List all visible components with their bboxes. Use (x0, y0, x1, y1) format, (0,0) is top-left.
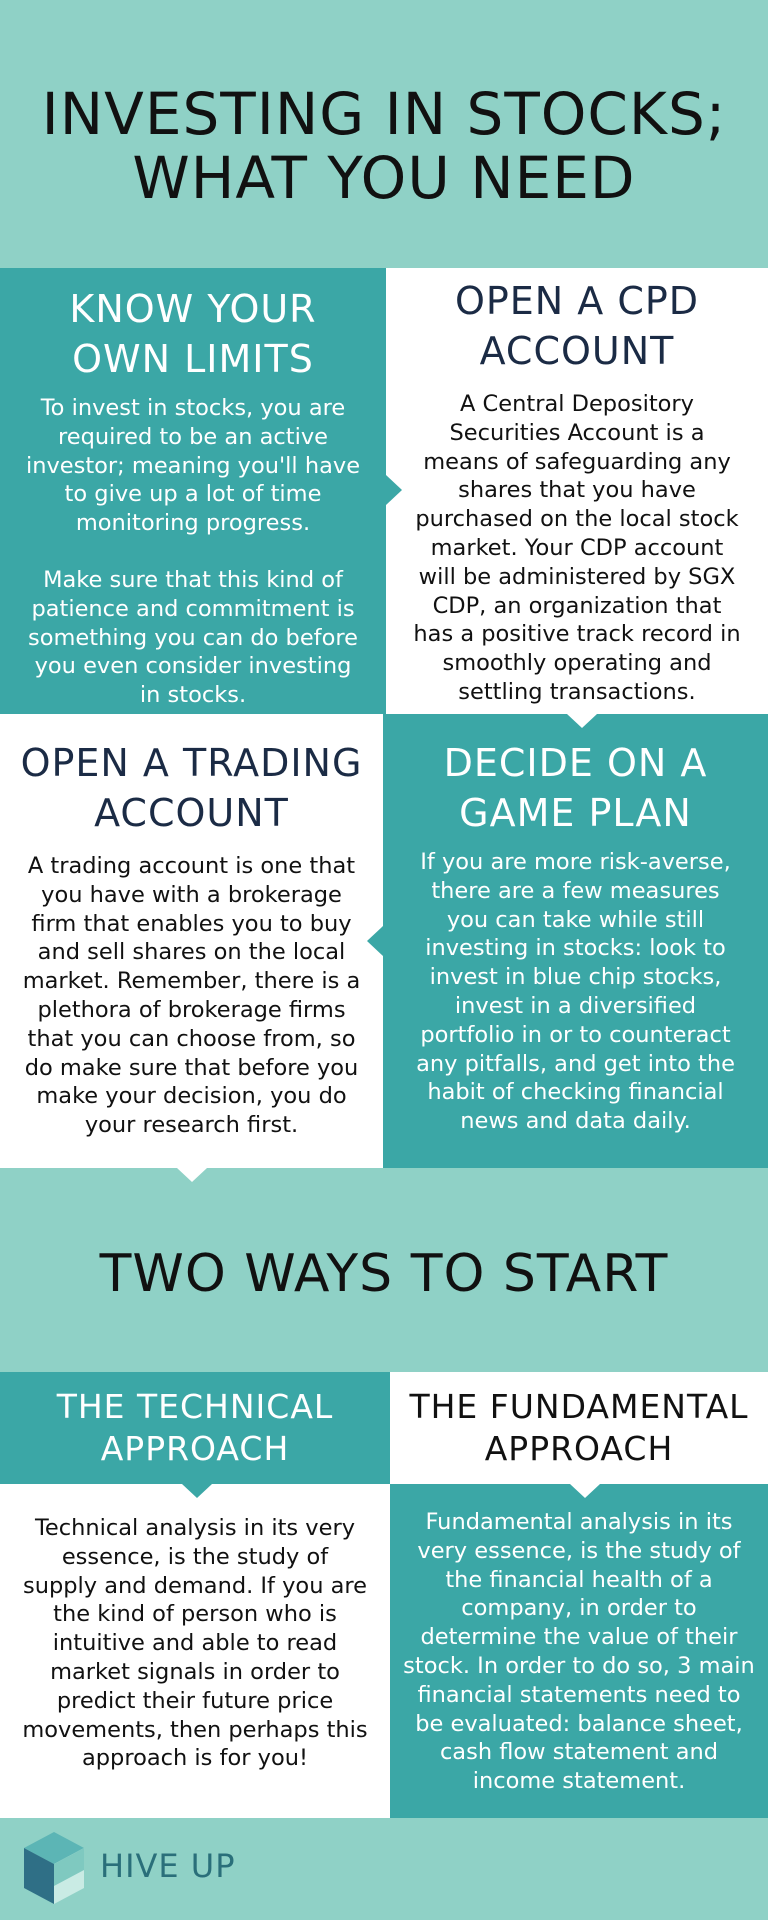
section-heading: DECIDE ON A GAME PLAN (443, 741, 708, 835)
section-text: If you are more risk-averse, there are a… (416, 849, 735, 1135)
page-title: INVESTING IN STOCKS; WHAT YOU NEED (41, 80, 727, 212)
section-text: A trading account is one that you have w… (22, 853, 361, 1139)
brand-name: HIVE UP (100, 1847, 236, 1885)
fundamental-header: THE FUNDAMENTAL APPROACH (390, 1372, 768, 1484)
section-heading: THE TECHNICAL APPROACH (56, 1387, 334, 1468)
section-text: Fundamental analysis in its very essence… (403, 1509, 755, 1795)
section-heading: OPEN A TRADING ACCOUNT (20, 741, 363, 835)
section-text: A Central Depository Securities Account … (413, 391, 741, 705)
section-heading: OPEN A CPD ACCOUNT (454, 279, 700, 373)
section-game-plan: DECIDE ON A GAME PLAN If you are more ri… (383, 714, 768, 1168)
pointer-arrow (567, 714, 597, 728)
pointer-arrow (570, 1484, 600, 1498)
section-text: To invest in stocks, you are required to… (25, 395, 361, 537)
section-title: TWO WAYS TO START (99, 1244, 669, 1304)
section-text: Technical analysis in its very essence, … (22, 1515, 368, 1772)
pointer-arrow (386, 475, 402, 505)
pointer-arrow (367, 926, 383, 956)
section-heading: KNOW YOUR OWN LIMITS (69, 287, 317, 381)
technical-body: Technical analysis in its very essence, … (0, 1484, 390, 1818)
pointer-arrow (177, 1168, 207, 1182)
section-open-cpd: OPEN A CPD ACCOUNT A Central Depository … (386, 268, 768, 714)
two-ways-banner: TWO WAYS TO START (0, 1168, 768, 1372)
section-open-trading: OPEN A TRADING ACCOUNT A trading account… (0, 714, 383, 1168)
pointer-arrow (182, 1484, 212, 1498)
section-know-limits: KNOW YOUR OWN LIMITS To invest in stocks… (0, 268, 386, 714)
footer: HIVE UP (0, 1818, 768, 1920)
header-banner: INVESTING IN STOCKS; WHAT YOU NEED (0, 0, 768, 268)
section-text: Make sure that this kind of patience and… (28, 567, 358, 709)
hive-up-cube-icon (24, 1832, 84, 1904)
technical-header: THE TECHNICAL APPROACH (0, 1372, 390, 1484)
section-heading: THE FUNDAMENTAL APPROACH (409, 1387, 749, 1468)
fundamental-body: Fundamental analysis in its very essence… (390, 1484, 768, 1818)
